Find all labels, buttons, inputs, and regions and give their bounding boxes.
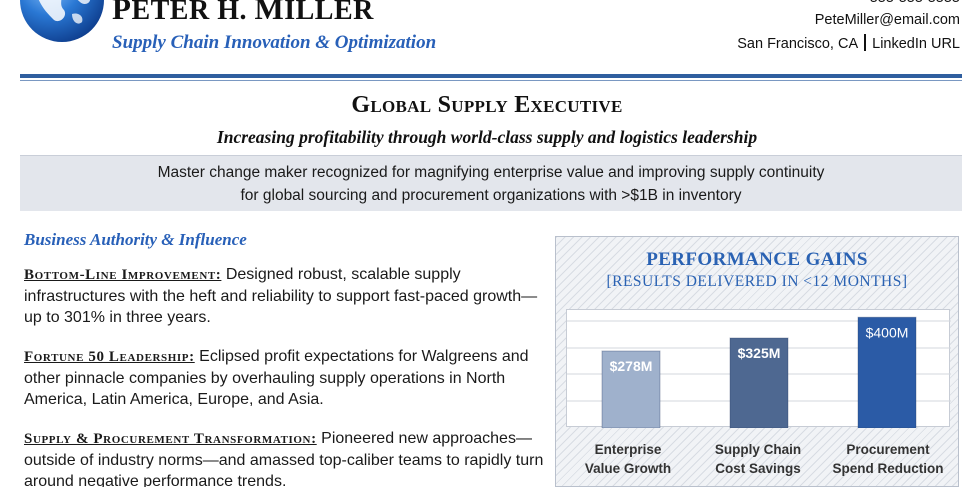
chart-title: PERFORMANCE GAINS (646, 249, 868, 270)
chart-svg: $278M $325M $400M (567, 316, 951, 428)
globe-icon (38, 0, 91, 24)
candidate-name: PETER H. MILLER (112, 0, 374, 26)
achievement-text: Eclipsed profit expectations for Walgree… (24, 348, 529, 408)
tagline: Supply Chain Innovation & Optimization (112, 32, 437, 53)
achievement-lead: Bottom-Line Improvement: (24, 267, 222, 283)
headline: Global Supply Executive (351, 92, 623, 118)
header-rule (20, 74, 962, 78)
contact-email[interactable]: PeteMiller@email.com (814, 12, 960, 28)
chart-bar (857, 316, 917, 428)
chart-subtitle: [RESULTS DELIVERED IN <12 MONTHS] (606, 273, 908, 290)
achievement-text: Designed robust, scalable supply infrast… (24, 266, 538, 326)
bar-value-label: $278M (610, 358, 653, 374)
achievement-item: Fortune 50 Leadership: Eclipsed profit e… (24, 346, 544, 410)
contact-phone: 555-555-5555 (870, 0, 960, 6)
achievement-item: Supply & Procurement Transformation: Pio… (24, 428, 544, 487)
section-title: Business Authority & Influence (24, 230, 247, 249)
category-label: Procurement Spend Reduction (832, 442, 944, 476)
achievement-text: Pioneered new approaches—outside of indu… (24, 430, 544, 487)
summary-box: Master change maker recognized for magni… (20, 155, 962, 211)
contact-location: San Francisco, CA (737, 36, 859, 52)
summary-line-2: for global sourcing and procurement orga… (240, 187, 742, 204)
category-label: Enterprise Value Growth (584, 442, 672, 476)
achievement-lead: Supply & Procurement Transformation: (24, 431, 317, 447)
category-label: Supply Chain Cost Savings (714, 442, 802, 476)
divider (864, 34, 867, 51)
chart-plot-area: $278M $325M $400M (566, 309, 951, 428)
linkedin-link[interactable]: LinkedIn URL (872, 36, 960, 52)
header-rule-thin (20, 80, 962, 81)
chart-bar (601, 350, 661, 428)
performance-chart: PERFORMANCE GAINS [RESULTS DELIVERED IN … (555, 236, 959, 487)
globe-logo (20, 0, 104, 42)
subheadline: Increasing profitability through world-c… (216, 127, 758, 147)
contact-location-line: San Francisco, CA LinkedIn URL (737, 34, 960, 52)
chart-bar (729, 337, 789, 428)
achievement-lead: Fortune 50 Leadership: (24, 349, 195, 365)
bar-value-label: $325M (738, 345, 781, 361)
achievement-item: Bottom-Line Improvement: Designed robust… (24, 264, 544, 328)
summary-line-1: Master change maker recognized for magni… (157, 164, 825, 181)
bar-value-label: $400M (866, 324, 909, 340)
